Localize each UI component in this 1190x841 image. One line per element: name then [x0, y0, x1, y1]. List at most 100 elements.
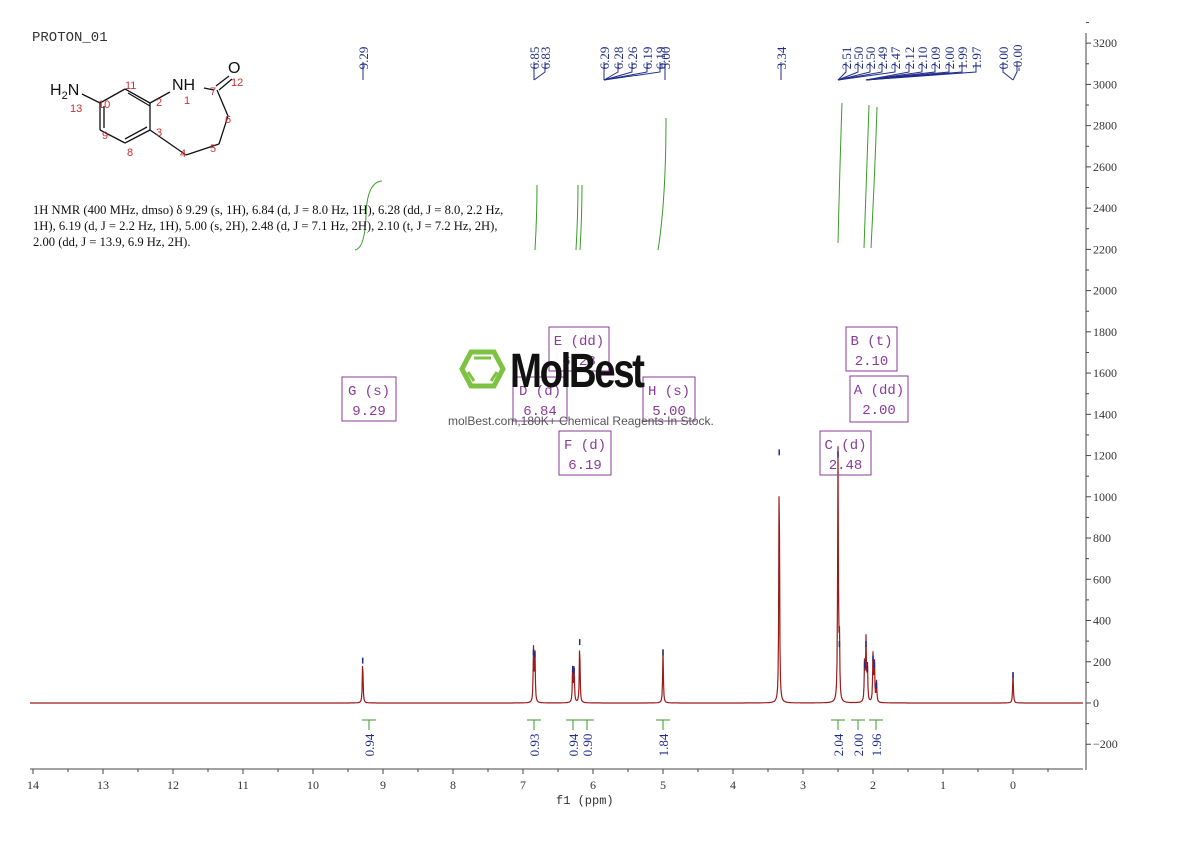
multiplet-shift: 2.10 — [855, 354, 889, 370]
watermark-logo-text: MolBest — [510, 345, 645, 398]
svg-text:9: 9 — [102, 130, 108, 142]
peak-shift-label: 6.19 — [640, 47, 655, 70]
multiplet-label: E (dd) — [554, 334, 604, 350]
description-line-3: 2.00 (dd, J = 13.9, 6.9 Hz, 2H). — [33, 235, 191, 249]
spectrum-title: PROTON_01 — [32, 30, 108, 46]
y-tick-label: 2600 — [1093, 160, 1117, 174]
molbest-logo-icon — [459, 349, 506, 389]
svg-text:11: 11 — [125, 80, 136, 92]
multiplet-label: H (s) — [648, 384, 690, 400]
multiplet-shift: 6.28 — [562, 354, 596, 370]
x-tick-label: 7 — [520, 778, 526, 792]
integral-value: 0.90 — [580, 734, 595, 757]
integral-curves — [354, 102, 878, 251]
peak-shift-label: 9.29 — [356, 47, 371, 70]
peak-shift-label: 6.26 — [625, 46, 640, 69]
y-tick-label: 3000 — [1093, 77, 1117, 91]
multiplet-label: B (t) — [850, 334, 892, 350]
spectrum-trace — [30, 446, 1083, 704]
integral-value: 0.93 — [527, 734, 542, 757]
x-tick-label: 12 — [167, 778, 179, 792]
multiplet-shift: 5.00 — [652, 404, 686, 420]
peak-shift-label: 1.97 — [969, 46, 984, 69]
svg-text:6: 6 — [225, 114, 231, 126]
multiplet-shift: 6.19 — [568, 458, 602, 474]
peak-shift-label: 2.49 — [875, 47, 890, 70]
svg-text:7: 7 — [210, 86, 216, 98]
x-tick-label: 3 — [800, 778, 806, 792]
multiplet-shift: 2.48 — [829, 458, 863, 474]
y-tick-label: 800 — [1093, 531, 1111, 545]
x-tick-label: 13 — [97, 778, 109, 792]
x-tick-label: 1 — [940, 778, 946, 792]
multiplet-shift: 9.29 — [352, 404, 386, 420]
svg-text:4: 4 — [180, 148, 186, 160]
description-line-1: 1H NMR (400 MHz, dmso) δ 9.29 (s, 1H), 6… — [33, 203, 504, 217]
multiplet-box — [849, 375, 909, 423]
y-tick-label: 1400 — [1093, 407, 1117, 421]
integral-value: 0.94 — [362, 733, 377, 756]
svg-text:8: 8 — [127, 147, 133, 159]
y-tick-label: 200 — [1093, 655, 1111, 669]
multiplet-shift: 2.00 — [862, 403, 896, 419]
watermark-tagline: molBest.com,180K+ Chemical Reagents In S… — [448, 414, 714, 428]
multiplet-boxes: G (s) 9.29 E (dd) 6.28D (d) 6.84 F (d) 6.19 H (… — [341, 326, 909, 476]
x-tick-label: 10 — [307, 778, 319, 792]
y-tick-label: 2000 — [1093, 284, 1117, 298]
peak-shift-label: 2.10 — [915, 47, 930, 70]
multiplet-box — [558, 430, 612, 476]
x-tick-label: 9 — [380, 778, 386, 792]
multiplet-box — [512, 376, 568, 422]
peak-shift-label: 1.99 — [955, 47, 970, 70]
peak-shift-label: 0.00 — [996, 47, 1011, 70]
x-axis-ticks: 14 13 12 11 10 9 8 7 6 5 4 3 2 1 0 — [27, 769, 1049, 792]
peak-shift-label: 6.85 — [527, 47, 542, 70]
y-tick-label: 2400 — [1093, 201, 1117, 215]
peak-shift-label: 6.28 — [611, 47, 626, 70]
x-tick-label: 6 — [590, 778, 596, 792]
peak-shift-label: -0.00 — [1010, 44, 1025, 71]
y-tick-label: 2800 — [1093, 119, 1117, 133]
x-tick-label: 8 — [450, 778, 456, 792]
multiplet-box — [845, 326, 898, 372]
y-tick-label: 1800 — [1093, 325, 1117, 339]
svg-text:3: 3 — [156, 127, 162, 139]
x-axis-label: f1 (ppm) — [556, 794, 614, 808]
y-tick-label: −200 — [1093, 737, 1118, 751]
oxygen-label: O — [228, 60, 240, 77]
y-tick-label: 3200 — [1093, 36, 1117, 50]
peak-shift-label: 5.00 — [658, 47, 673, 70]
x-tick-label: 11 — [237, 778, 249, 792]
multiplet-shift: 6.84 — [523, 404, 557, 420]
multiplet-label: F (d) — [564, 438, 606, 454]
molecule-structure — [81, 75, 233, 156]
x-tick-label: 0 — [1010, 778, 1016, 792]
integral-value: 1.96 — [869, 733, 884, 756]
x-tick-label: 14 — [27, 778, 39, 792]
svg-text:12: 12 — [231, 77, 243, 89]
svg-text:13: 13 — [70, 103, 82, 115]
multiplet-label: G (s) — [348, 384, 390, 400]
nh-label: NH — [172, 77, 195, 94]
x-tick-label: 4 — [730, 778, 736, 792]
svg-text:1: 1 — [184, 95, 190, 107]
peak-shift-label: 2.09 — [928, 47, 943, 70]
peak-shift-label: 2.50 — [851, 47, 866, 70]
y-tick-label: 400 — [1093, 614, 1111, 628]
multiplet-box — [819, 430, 872, 476]
integral-values: 0.94 0.93 0.94 0.90 1.84 2.04 2.00 1.96 — [362, 719, 884, 757]
peak-shift-label: 2.47 — [888, 46, 903, 69]
multiplet-label: A (dd) — [854, 383, 904, 399]
y-tick-label: 1600 — [1093, 366, 1117, 380]
svg-text:5: 5 — [210, 143, 216, 155]
integral-value: 2.00 — [851, 734, 866, 757]
x-tick-label: 5 — [660, 778, 666, 792]
peak-labels: 9.29 6.856.83 6.29 6.28 6.26 6.196.195.00 3.34… — [356, 44, 1025, 81]
multiplet-label: C (d) — [824, 438, 866, 454]
peak-shift-label: 2.12 — [902, 47, 917, 70]
svg-text:10: 10 — [98, 99, 110, 111]
x-tick-label: 2 — [870, 778, 876, 792]
y-tick-label: 1000 — [1093, 490, 1117, 504]
peak-shift-label: 2.00 — [942, 47, 957, 70]
